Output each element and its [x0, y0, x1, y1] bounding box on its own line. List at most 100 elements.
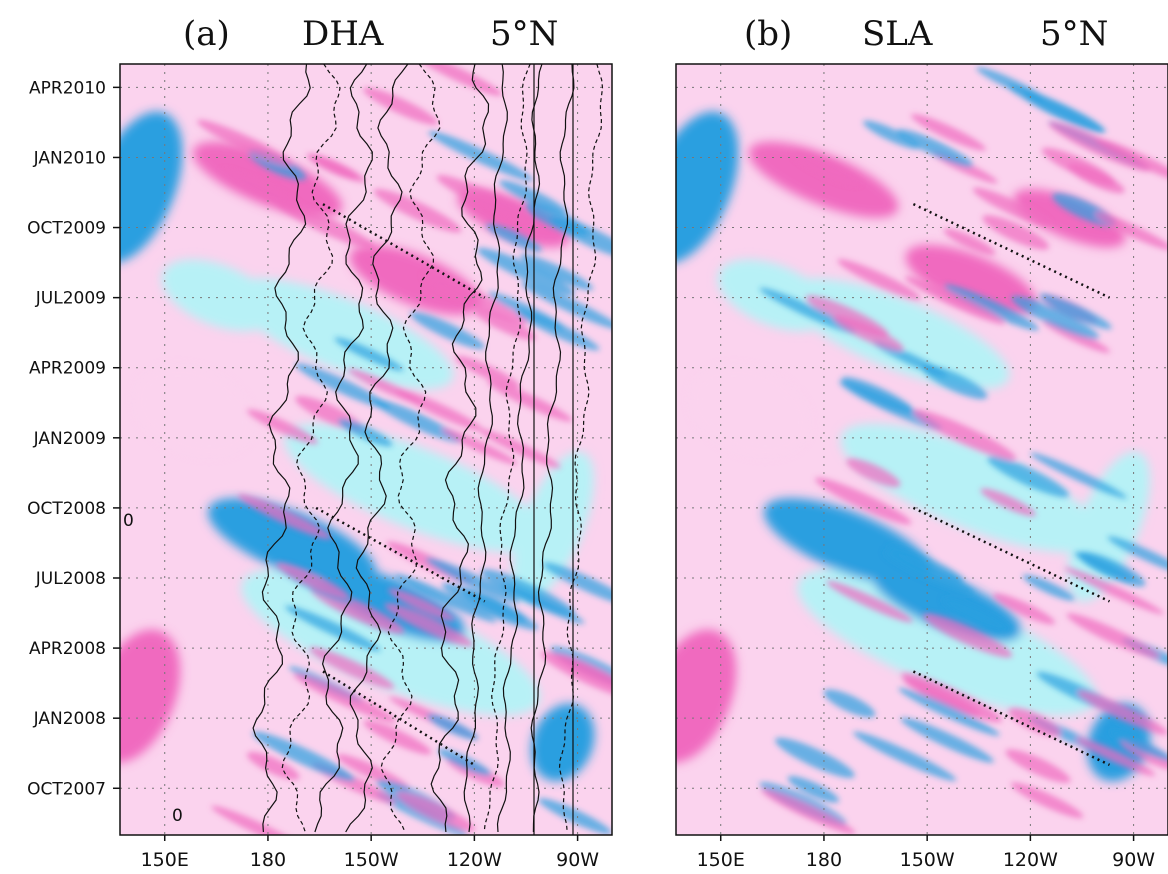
- anomaly-streak: [520, 254, 594, 291]
- anomaly-blob: [229, 278, 454, 390]
- anomaly-streak: [425, 557, 520, 604]
- anomaly-streak: [826, 580, 913, 623]
- anomaly-streak: [197, 119, 292, 166]
- anomaly-streak: [428, 130, 534, 182]
- anomaly-streak: [395, 791, 476, 832]
- anomaly-streak: [363, 87, 438, 125]
- panel-a-y-ticks: APR2010 JAN2010 OCT2009 JUL2009 APR2009 JAN20…: [27, 78, 120, 799]
- anomaly-streak: [252, 731, 356, 782]
- anomaly-streak: [923, 613, 1013, 658]
- anomaly-streak: [293, 673, 397, 723]
- x-tick-label: 150E: [697, 849, 745, 871]
- anomaly-streak: [295, 363, 390, 410]
- y-tick-label: APR2009: [29, 359, 106, 379]
- panel-a-plot: 0 0 APR2010 JAN2010 OCT2009 JUL2009 APR2009 J…: [27, 63, 613, 871]
- anomaly-streak: [972, 187, 1051, 227]
- anomaly-streak: [441, 582, 539, 630]
- anomaly-streak: [1010, 782, 1084, 819]
- anomaly-streak: [976, 67, 1046, 101]
- anomaly-blob: [208, 498, 377, 586]
- y-tick-label: JUL2009: [35, 289, 106, 309]
- anomaly-streak: [1022, 574, 1075, 601]
- anomaly-streak: [761, 788, 856, 835]
- x-tick-label: 120W: [1003, 849, 1058, 871]
- contour-positive: [345, 64, 409, 833]
- anomaly-blob: [120, 629, 181, 763]
- anomaly-streak: [395, 388, 483, 431]
- anomaly-streak: [285, 605, 381, 652]
- anomaly-streak: [1011, 295, 1100, 340]
- anomaly-streak: [1064, 567, 1164, 615]
- anomaly-streak: [837, 259, 921, 300]
- anomaly-streak: [455, 355, 521, 389]
- x-tick-label: 150E: [141, 849, 189, 871]
- anomaly-streak: [910, 114, 986, 151]
- anomaly-streak: [823, 689, 876, 718]
- x-tick-label: 180: [806, 849, 842, 871]
- panel-a-field: [120, 64, 612, 835]
- propagation-line: [912, 506, 1111, 603]
- anomaly-streak: [787, 776, 840, 803]
- anomaly-streak: [363, 720, 432, 755]
- anomaly-streak: [388, 588, 455, 622]
- anomaly-streak: [247, 751, 300, 780]
- anomaly-streak: [373, 188, 462, 233]
- anomaly-blob: [241, 569, 540, 716]
- panel-b-grid: [676, 64, 1168, 835]
- panel-a-frame: [119, 63, 613, 836]
- anomaly-streak: [336, 754, 411, 791]
- anomaly-blob: [349, 244, 481, 315]
- anomaly-streak: [515, 309, 600, 351]
- anomaly-blob: [748, 141, 899, 218]
- anomaly-streak: [943, 228, 996, 256]
- anomaly-streak: [309, 647, 395, 689]
- anomaly-streak: [441, 428, 518, 465]
- anomaly-streak: [1075, 737, 1156, 776]
- anomaly-streak: [538, 798, 612, 835]
- anomaly-streak: [898, 687, 1000, 736]
- anomaly-streak: [426, 713, 479, 741]
- anomaly-streak: [987, 456, 1069, 498]
- panel-a-latitude: 5°N: [490, 14, 558, 54]
- anomaly-streak: [1109, 730, 1168, 762]
- anomaly-streak: [1107, 536, 1168, 574]
- contour-positive: [314, 64, 373, 833]
- anomaly-streak: [1048, 121, 1151, 172]
- anomaly-streak: [276, 562, 350, 599]
- propagation-line: [315, 506, 486, 603]
- panel-b-label: (b): [744, 14, 792, 54]
- anomaly-blob: [905, 244, 1037, 315]
- contour-positive: [530, 64, 575, 833]
- anomaly-streak: [839, 380, 943, 431]
- anomaly-streak: [982, 215, 1050, 250]
- y-tick-label: APR2008: [29, 639, 106, 659]
- panel-b-frame: [675, 63, 1168, 836]
- anomaly-streak: [944, 284, 1039, 331]
- contour-negative: [380, 64, 441, 833]
- propagation-line: [912, 203, 1111, 299]
- contour-positive: [463, 64, 508, 833]
- anomaly-streak: [815, 477, 912, 525]
- anomaly-blob: [120, 111, 183, 264]
- y-tick-label: JAN2010: [33, 148, 106, 168]
- y-tick-label: OCT2008: [27, 499, 106, 519]
- anomaly-streak: [373, 399, 463, 443]
- propagation-line: [322, 203, 486, 299]
- anomaly-blob: [840, 423, 1102, 553]
- anomaly-streak: [422, 273, 528, 325]
- y-tick-label: JAN2008: [33, 709, 106, 729]
- anomaly-streak: [375, 792, 468, 835]
- x-tick-label: 90W: [556, 849, 599, 871]
- contour-negative: [558, 64, 604, 833]
- anomaly-blob: [1013, 189, 1126, 248]
- anomaly-streak: [900, 717, 994, 763]
- contour-positive: [252, 64, 311, 833]
- panel-b-title: (b) SLA 5°N: [744, 14, 1108, 54]
- panel-a-propagation-lines: [315, 203, 486, 766]
- anomaly-streak: [312, 155, 366, 183]
- anomaly-streak: [542, 562, 612, 606]
- anomaly-streak: [436, 175, 527, 220]
- anomaly-blob: [531, 703, 595, 782]
- anomaly-streak: [1094, 212, 1168, 250]
- y-tick-label: APR2010: [29, 78, 106, 98]
